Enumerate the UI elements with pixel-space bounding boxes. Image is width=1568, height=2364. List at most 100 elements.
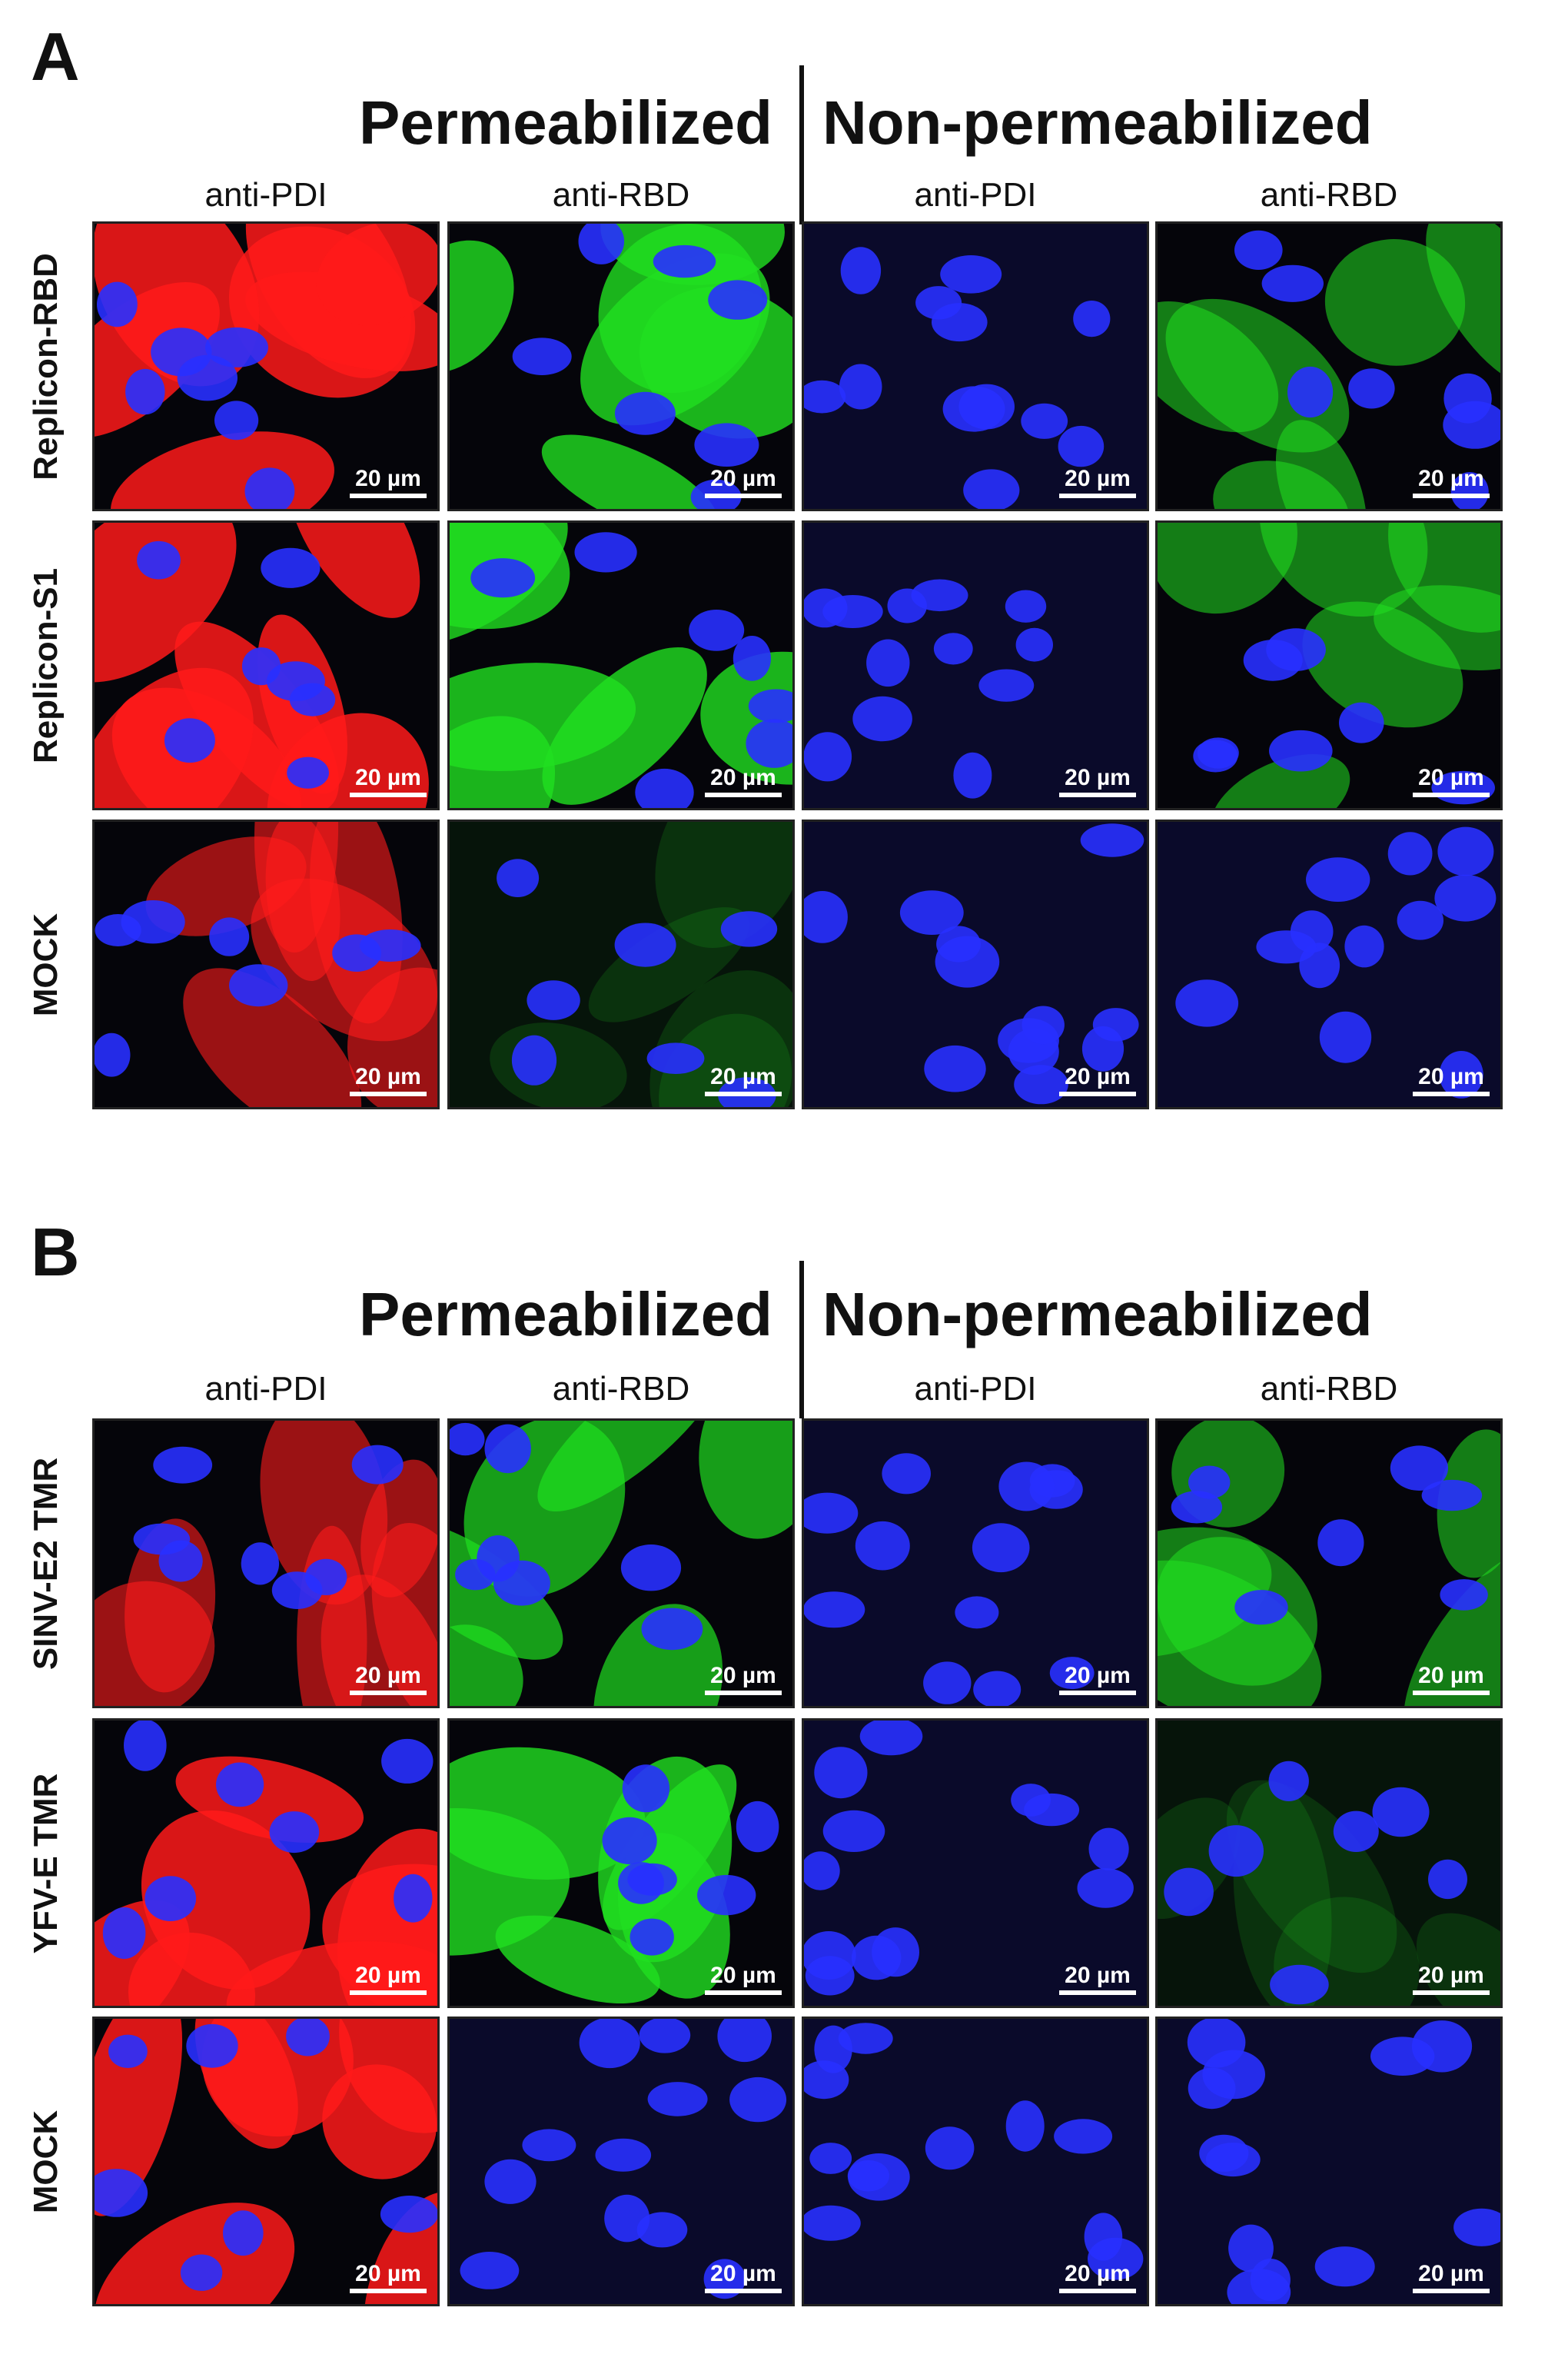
scale-bar-label: 20 µm: [1065, 765, 1131, 790]
micrograph-tile: 20 µm: [1155, 820, 1503, 1109]
micrograph-tile: 20 µm: [1155, 2017, 1503, 2306]
micrograph-image: [95, 1421, 437, 1706]
cytoplasm-stain: [699, 1421, 792, 1539]
nucleus: [1370, 2036, 1435, 2076]
cytoplasm-stain: [450, 240, 514, 374]
micrograph-tile: 20 µm: [92, 1418, 440, 1708]
nucleus: [708, 280, 768, 320]
nucleus: [1228, 2224, 1274, 2273]
micrograph-image: [95, 822, 437, 1107]
nucleus: [1088, 2237, 1144, 2280]
nucleus: [209, 917, 250, 956]
nucleus: [647, 2082, 708, 2116]
scale-bar-label: 20 µm: [710, 1963, 776, 1988]
scale-bar: 20 µm: [1413, 2263, 1490, 2293]
scale-bar: 20 µm: [1413, 467, 1490, 498]
micrograph-tile: 20 µm: [447, 221, 795, 511]
nucleus: [1005, 590, 1047, 623]
column-label: anti-PDI: [914, 176, 1037, 214]
nucleus: [1339, 702, 1384, 743]
micrograph-tile: 20 µm: [1155, 520, 1503, 810]
micrograph-image: [1158, 1721, 1500, 2006]
scale-bar: 20 µm: [705, 1964, 782, 1995]
nucleus: [636, 2212, 688, 2248]
nucleus: [214, 401, 259, 441]
cytoplasm-stain: [541, 434, 719, 509]
nucleus: [1268, 1761, 1309, 1801]
nucleus: [1188, 1465, 1231, 1499]
micrograph-image: [804, 2019, 1147, 2304]
cytoplasm-stain: [450, 1747, 646, 1880]
nucleus: [1054, 2119, 1113, 2154]
nucleus: [381, 1738, 434, 1784]
micrograph-tile: 20 µm: [447, 2017, 795, 2306]
cytoplasm-stain: [1259, 523, 1428, 617]
cytoplasm-stain: [1374, 585, 1500, 670]
micrograph-tile: 20 µm: [1155, 1718, 1503, 2008]
cytoplasm-stain: [495, 1915, 660, 2004]
column-label: anti-PDI: [204, 176, 327, 214]
nucleus: [859, 1721, 923, 1756]
nucleus: [814, 1747, 868, 1799]
scale-bar: 20 µm: [1059, 766, 1136, 797]
cytoplasm-stain: [1158, 301, 1279, 433]
scale-bar-label: 20 µm: [1418, 2261, 1484, 2286]
nucleus: [923, 1661, 972, 1704]
scale-bar: 20 µm: [705, 1664, 782, 1695]
nucleus: [125, 368, 165, 415]
scale-bar-line: [1059, 1990, 1136, 1995]
scale-bar-line: [1059, 793, 1136, 797]
scale-bar: 20 µm: [350, 1066, 427, 1096]
scale-bar-line: [350, 1092, 427, 1096]
nucleus: [804, 588, 848, 628]
tile-background: [804, 1421, 1147, 1706]
scale-bar: 20 µm: [1413, 1664, 1490, 1695]
micrograph-tile: 20 µm: [92, 1718, 440, 2008]
micrograph-tile: 20 µm: [92, 520, 440, 810]
micrograph-image: [95, 2019, 437, 2304]
nucleus: [620, 1544, 682, 1591]
cytoplasm-stain: [649, 970, 792, 1107]
scale-bar: 20 µm: [350, 766, 427, 797]
micrograph-image: [450, 1721, 792, 2006]
nucleus: [332, 934, 381, 972]
nucleus: [1269, 730, 1333, 772]
scale-bar-label: 20 µm: [355, 765, 421, 790]
cytoplasm-stain: [537, 1421, 724, 1512]
nucleus: [269, 1811, 320, 1854]
micrograph-image: [1158, 1421, 1500, 1706]
nucleus: [653, 244, 716, 278]
scale-bar-label: 20 µm: [355, 2261, 421, 2286]
nucleus: [574, 532, 637, 573]
cytoplasm-stain: [183, 968, 362, 1107]
nucleus: [186, 2023, 238, 2068]
column-label: anti-RBD: [552, 176, 690, 214]
column-label: anti-RBD: [1260, 1370, 1398, 1408]
micrograph-tile: 20 µm: [447, 520, 795, 810]
nucleus: [1202, 2050, 1265, 2100]
nucleus: [450, 1422, 485, 1456]
nucleus: [838, 2023, 893, 2054]
nucleus: [602, 1817, 657, 1864]
nucleus: [1049, 1657, 1095, 1690]
nucleus: [1270, 1964, 1329, 2005]
nucleus: [1164, 1867, 1214, 1917]
condition-label-permeabilized: Permeabilized: [358, 1280, 772, 1348]
cytoplasm-stain: [450, 1520, 563, 1660]
condition-label-non-permeabilized: Non-permeabilized: [822, 88, 1373, 157]
row-label: MOCK: [27, 2110, 65, 2213]
nucleus: [1437, 826, 1494, 876]
micrograph-tile: 20 µm: [1155, 221, 1503, 511]
micrograph-image: [450, 224, 792, 509]
condition-label-non-permeabilized: Non-permeabilized: [822, 1280, 1373, 1348]
nucleus: [935, 936, 1000, 988]
nucleus: [1208, 1825, 1264, 1877]
nucleus: [460, 2252, 520, 2289]
nucleus: [1175, 979, 1239, 1027]
micrograph-tile: 20 µm: [802, 2017, 1149, 2306]
micrograph-image: [804, 1721, 1147, 2006]
nucleus: [95, 1032, 131, 1077]
scale-bar: 20 µm: [1413, 1066, 1490, 1096]
nucleus: [271, 1571, 323, 1609]
nucleus: [804, 891, 848, 943]
